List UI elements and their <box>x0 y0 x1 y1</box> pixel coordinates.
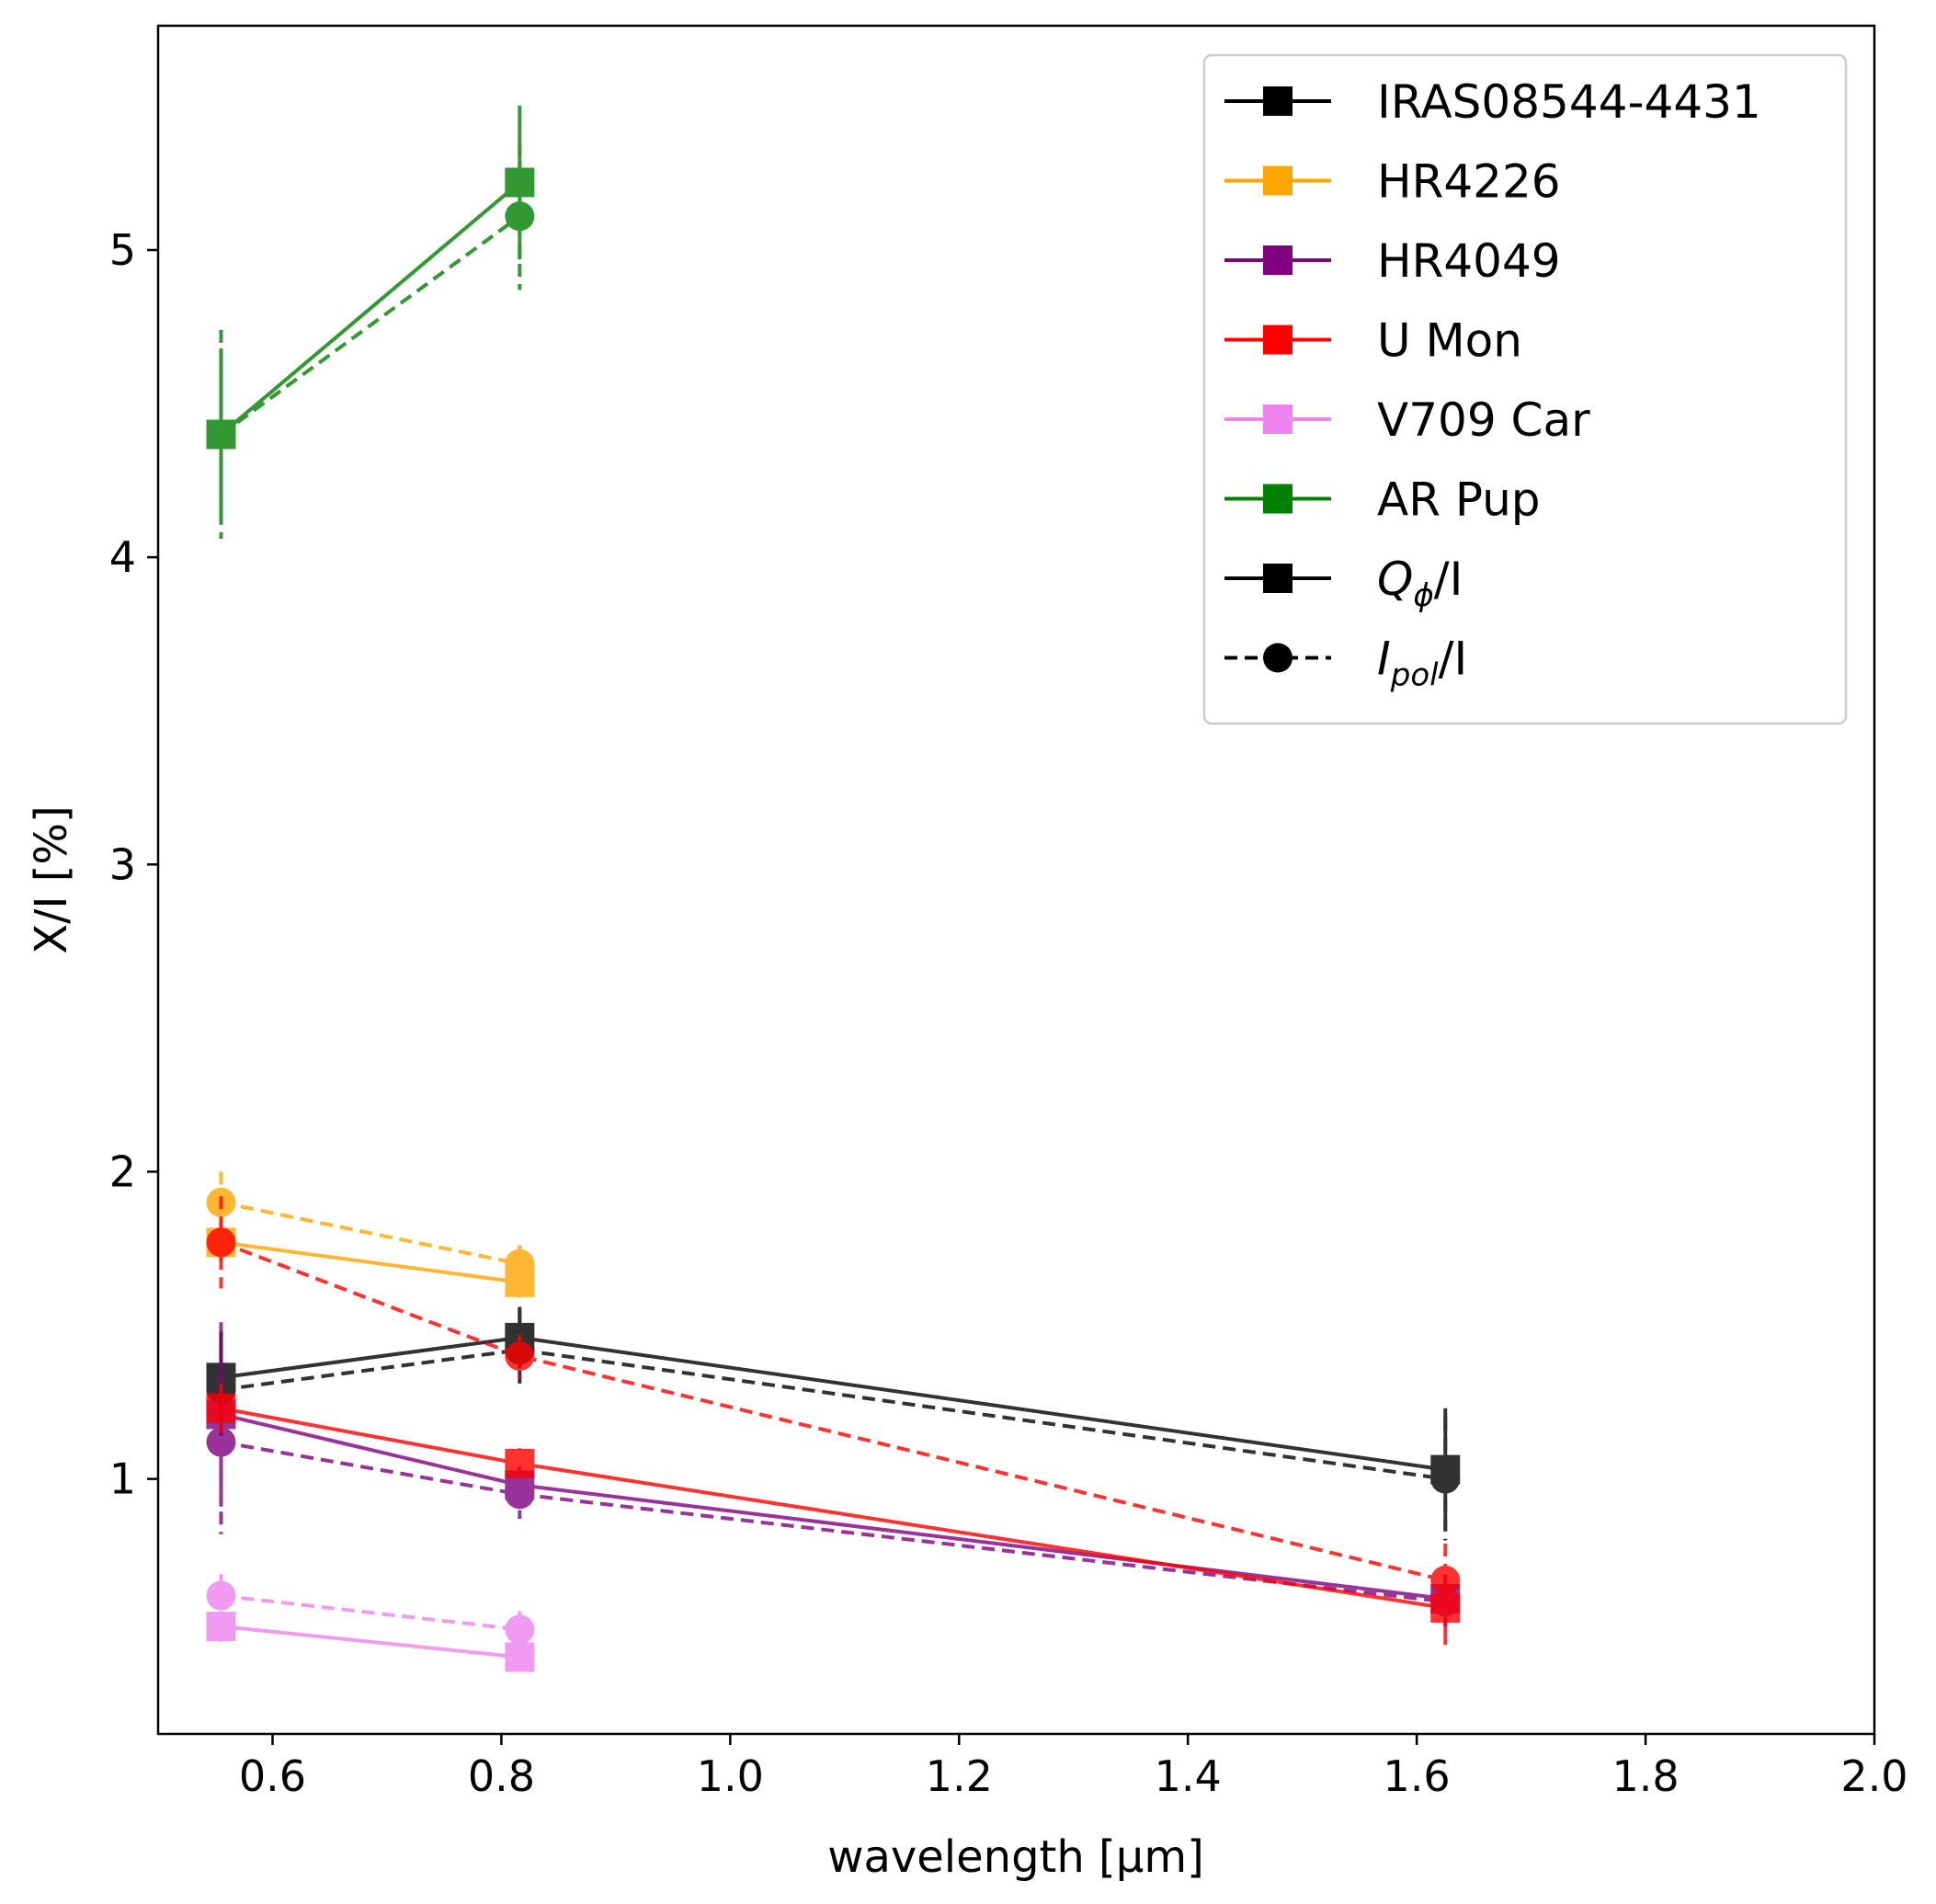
x-axis-label: wavelength [μm] <box>827 1831 1204 1883</box>
u-mon-qphi-point <box>1430 1592 1461 1623</box>
y-tick-label: 4 <box>109 532 136 582</box>
v709-car-qphi-point <box>206 1612 236 1642</box>
x-tick-label: 1.2 <box>926 1751 993 1801</box>
plot-series <box>206 105 1461 1672</box>
hr4226-qphi-line <box>221 1240 520 1284</box>
v709-car-qphi-line <box>221 1625 520 1659</box>
ar-pup-qphi-line <box>220 180 521 436</box>
series-u-mon <box>206 1196 1461 1646</box>
legend-label-hr4049: HR4049 <box>1377 234 1561 288</box>
series-ar-pup <box>206 105 535 540</box>
ar-pup-qphi-point <box>206 419 236 450</box>
plot-frame <box>156 24 1876 1736</box>
legend-label-ipol-suffix: /I <box>1439 633 1468 686</box>
legend: IRAS08544-4431 HR4226 HR4049 U Mon V709 Car A… <box>1202 53 1848 725</box>
legend-label-ipol-sub: pol <box>1390 657 1439 694</box>
legend-label-qphi-sub: ϕ <box>1413 577 1433 614</box>
legend-box <box>1202 53 1848 725</box>
hr4226-ipol-line <box>221 1200 520 1266</box>
legend-marker-hr4049 <box>1263 245 1293 275</box>
hr4226-qphi-point <box>505 1267 535 1297</box>
legend-label-ipol: Ipol/I <box>1377 633 1467 694</box>
y-axis-label: X/I [%] <box>26 805 77 954</box>
legend-label-hr4226: HR4226 <box>1377 155 1561 209</box>
v709-car-ipol-point <box>206 1580 236 1611</box>
y-tick-label: 5 <box>109 225 136 275</box>
legend-label-qphi-suffix: /I <box>1434 553 1463 606</box>
legend-label-iras08544-4431: IRAS08544-4431 <box>1377 75 1761 129</box>
legend-marker-ar-pup <box>1263 484 1293 514</box>
x-tick-label: 0.6 <box>239 1751 306 1801</box>
v709-car-ipol-point <box>505 1614 535 1645</box>
legend-label-qphi: Qϕ/I <box>1377 553 1463 614</box>
legend-marker-u-mon <box>1263 325 1293 355</box>
legend-label-ipol-main: I <box>1377 633 1391 686</box>
x-tick-label: 0.8 <box>468 1751 535 1801</box>
legend-label-v709-car: V709 Car <box>1377 393 1590 447</box>
legend-marker-ipol <box>1263 643 1293 673</box>
ar-pup-qphi-point <box>505 167 535 198</box>
legend-marker-v709-car <box>1263 405 1293 434</box>
legend-marker-iras08544-4431 <box>1263 86 1293 116</box>
y-tick-label: 2 <box>109 1146 136 1196</box>
v709-car-ipol-line <box>221 1593 520 1632</box>
u-mon-ipol-line <box>220 1240 1446 1582</box>
y-tick-label: 3 <box>109 839 136 889</box>
iras08544-4431-qphi-point <box>1430 1454 1461 1485</box>
legend-label-u-mon: U Mon <box>1377 314 1522 368</box>
x-tick-label: 1.6 <box>1384 1751 1451 1801</box>
v709-car-qphi-point <box>505 1642 535 1672</box>
legend-label-ar-pup: AR Pup <box>1377 473 1541 527</box>
series-v709-car <box>206 1574 535 1672</box>
legend-label-qphi-main: Q <box>1377 553 1413 606</box>
x-tick-label: 1.8 <box>1611 1751 1679 1801</box>
legend-marker-hr4226 <box>1263 165 1293 196</box>
y-axis: 1 2 3 4 5 <box>109 225 158 1504</box>
u-mon-qphi-point <box>206 1393 236 1423</box>
x-tick-label: 2.0 <box>1840 1751 1908 1801</box>
u-mon-ipol-point <box>505 1340 535 1371</box>
x-tick-label: 1.0 <box>697 1751 764 1801</box>
legend-marker-qphi <box>1263 564 1293 593</box>
x-axis: 0.6 0.8 1.0 1.2 1.4 1.6 1.8 2.0 <box>239 1734 1908 1801</box>
u-mon-qphi-point <box>505 1448 535 1478</box>
u-mon-ipol-point <box>206 1227 236 1258</box>
ar-pup-ipol-line <box>220 214 521 437</box>
y-tick-label: 1 <box>109 1454 136 1504</box>
x-tick-label: 1.4 <box>1155 1751 1222 1801</box>
